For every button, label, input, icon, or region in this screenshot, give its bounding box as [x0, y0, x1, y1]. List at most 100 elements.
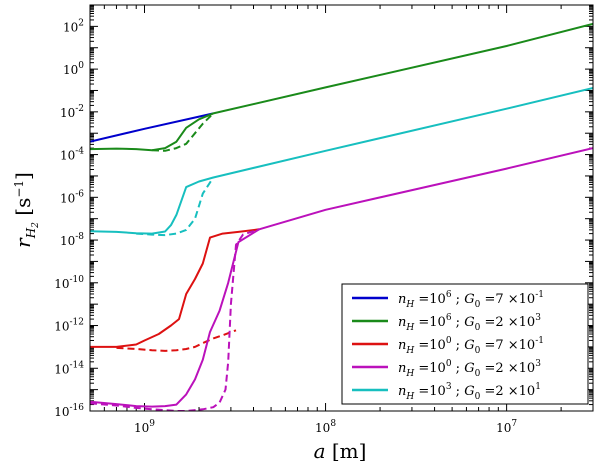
x-tick-label-base: 10 [134, 421, 149, 435]
legend-entry-2: nH =100 ; G0 =7 ×10-1 [398, 336, 544, 356]
y-tick-label-8: 10-14 [54, 360, 84, 376]
legend-text-part: ; [452, 361, 465, 376]
legend-text-part: 3 [535, 359, 541, 369]
y-tick-label-exp: -2 [75, 104, 84, 114]
x-tick-label-exp: 8 [330, 419, 336, 429]
y-tick-label-base: 10 [60, 149, 75, 163]
legend-entry-3: nH =100 ; G0 =2 ×103 [398, 359, 541, 379]
legend-text-part: H [405, 323, 414, 333]
x-tick-label-exp: 9 [149, 419, 155, 429]
legend-text-part: 1 [535, 382, 541, 392]
x-tick-label-base: 10 [315, 421, 330, 435]
y-axis-label: rH2 [s−1] [11, 172, 41, 248]
legend-text-part: H [405, 300, 414, 310]
series-line-3 [90, 87, 593, 235]
legend-text-part: 0 [475, 392, 481, 402]
legend-entry-0: nH =106 ; G0 =7 ×10-1 [398, 290, 544, 310]
legend-text-part: =10 [414, 315, 446, 330]
y-tick-label-base: 10 [54, 320, 69, 334]
minor-ticks [89, 5, 594, 411]
y-tick-label-5: 10-8 [60, 232, 84, 248]
legend-text-part: H [405, 369, 414, 379]
y-tick-label-exp: -16 [70, 403, 85, 413]
legend-text-part: 0 [475, 346, 481, 356]
series-line-8 [90, 228, 260, 411]
legend-text-part: H [405, 346, 414, 356]
legend-text-part: 0 [446, 359, 452, 369]
legend-text-part: 6 [446, 313, 452, 323]
legend-text-part: n [398, 315, 406, 330]
series-layer [90, 22, 593, 411]
y-tick-label-6: 10-10 [54, 275, 84, 291]
legend-text-part: -1 [535, 336, 544, 346]
series-line-5 [90, 228, 260, 348]
x-tick-label-exp: 7 [511, 419, 517, 429]
y-tick-label-base: 10 [60, 191, 75, 205]
legend-text-part: n [398, 384, 406, 399]
legend-text-part: =7 ×10 [480, 338, 535, 353]
legend-text-part: =10 [414, 361, 446, 376]
x-tick-labels: 109 108 107 [134, 419, 517, 435]
legend-text-part: =2 ×10 [480, 361, 535, 376]
legend-text-part: =10 [414, 384, 446, 399]
legend-text-part: 3 [446, 382, 452, 392]
series-line-6 [116, 329, 237, 352]
series-line-1 [90, 22, 593, 152]
series-line-4 [136, 176, 215, 237]
y-tick-label-4: 10-6 [60, 189, 84, 205]
y-tick-label-exp: -4 [75, 147, 84, 157]
y-tick-label-3: 10-4 [60, 147, 84, 163]
legend-text-part: n [398, 292, 406, 307]
legend-text-part: G [464, 384, 474, 399]
y-tick-labels: 10210010-210-410-610-810-1010-1210-1410-… [54, 18, 84, 419]
y-tick-label-exp: -12 [70, 318, 85, 328]
legend-text-part: ; [452, 315, 465, 330]
y-tick-label-7: 10-12 [54, 318, 84, 334]
legend-text-part: ; [452, 292, 465, 307]
y-tick-label-base: 10 [63, 20, 78, 34]
legend: nH =106 ; G0 =7 ×10-1nH =106 ; G0 =2 ×10… [341, 283, 589, 405]
legend-text-part: =2 ×10 [480, 384, 535, 399]
legend-text-part: =7 ×10 [480, 292, 535, 307]
legend-entry-1: nH =106 ; G0 =2 ×103 [398, 313, 541, 333]
series-line-2 [151, 112, 215, 152]
x-tick-label-2: 107 [496, 419, 517, 435]
legend-text-part: H [405, 392, 414, 402]
legend-text-part: 6 [446, 290, 452, 300]
y-tick-label-base: 10 [63, 63, 78, 77]
legend-text-part: G [464, 315, 474, 330]
y-tick-label-base: 10 [54, 277, 69, 291]
y-tick-label-base: 10 [54, 362, 69, 376]
legend-text-part: 0 [475, 300, 481, 310]
legend-text-part: 0 [475, 369, 481, 379]
x-tick-label-0: 109 [134, 419, 155, 435]
y-tick-label-base: 10 [60, 234, 75, 248]
plot-frame [89, 4, 594, 412]
y-tick-label-exp: -6 [75, 189, 84, 199]
legend-text-part: G [464, 338, 474, 353]
y-tick-label-base: 10 [60, 106, 75, 120]
x-axis-label: a [m] [314, 439, 367, 463]
legend-text-part: 0 [446, 336, 452, 346]
y-tick-label-base: 10 [54, 405, 69, 419]
legend-text-part: =10 [414, 338, 446, 353]
y-tick-label-exp: 2 [78, 18, 84, 28]
x-tick-label-1: 108 [315, 419, 336, 435]
legend-text-part: ; [452, 384, 465, 399]
legend-entry-4: nH =103 ; G0 =2 ×101 [398, 382, 541, 402]
y-tick-label-0: 102 [63, 18, 84, 34]
series-line-7 [90, 147, 593, 408]
legend-text-part: n [398, 361, 406, 376]
legend-text-part: -1 [535, 290, 544, 300]
legend-text-part: ; [452, 338, 465, 353]
legend-text-part: 3 [535, 313, 541, 323]
y-tick-label-9: 10-16 [54, 403, 84, 419]
legend-text-part: G [464, 292, 474, 307]
series-line-0 [90, 112, 214, 143]
legend-text-part: =10 [414, 292, 446, 307]
y-tick-label-2: 10-2 [60, 104, 84, 120]
y-tick-label-exp: -10 [70, 275, 85, 285]
legend-text-part: =2 ×10 [480, 315, 535, 330]
x-tick-label-base: 10 [496, 421, 511, 435]
